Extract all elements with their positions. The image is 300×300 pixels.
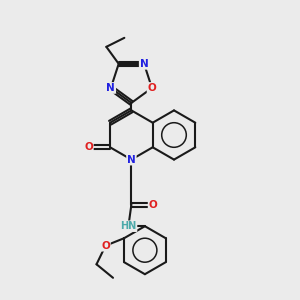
Text: N: N xyxy=(106,83,115,93)
Text: O: O xyxy=(84,142,93,152)
Text: O: O xyxy=(148,200,158,210)
Text: N: N xyxy=(140,59,148,69)
Text: O: O xyxy=(148,83,156,93)
Text: O: O xyxy=(101,241,110,251)
Text: N: N xyxy=(127,154,136,165)
Text: HN: HN xyxy=(120,221,136,231)
